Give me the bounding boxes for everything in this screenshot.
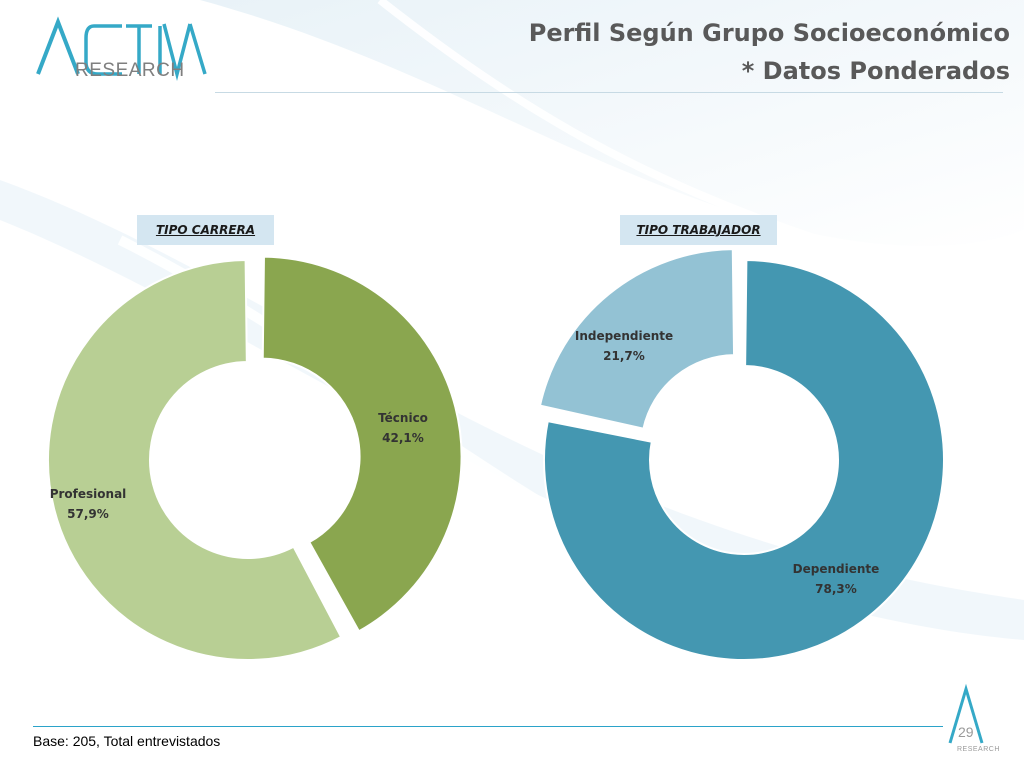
mini-logo-word: RESEARCH xyxy=(957,746,1000,753)
chart-title-tipo-trabajador: TIPO TRABAJADOR xyxy=(620,215,777,245)
slice-value-dependiente: 78,3% xyxy=(815,582,857,596)
slice-profesional xyxy=(47,259,343,661)
title-line-2: * Datos Ponderados xyxy=(741,57,1010,85)
activa-logo xyxy=(36,16,207,81)
mini-logo-icon xyxy=(948,683,984,744)
page-title: Perfil Según Grupo Socioeconómico * Dato… xyxy=(490,14,1010,90)
title-line-1: Perfil Según Grupo Socioeconómico xyxy=(528,19,1010,47)
footer-divider xyxy=(33,726,943,727)
title-divider xyxy=(215,92,1003,93)
slice-dependiente xyxy=(543,259,945,661)
slice-label-independiente: Independiente xyxy=(575,329,673,343)
slice-value-tecnico: 42,1% xyxy=(382,431,424,445)
donut-chart-tipo-carrera: Técnico 42,1% Profesional 57,9% xyxy=(47,255,463,661)
slice-value-independiente: 21,7% xyxy=(603,349,645,363)
slice-label-profesional: Profesional xyxy=(50,487,127,501)
base-note: Base: 205, Total entrevistados xyxy=(33,733,221,749)
donut-chart-tipo-trabajador: Dependiente 78,3% Independiente 21,7% xyxy=(538,250,945,661)
slice-independiente xyxy=(538,250,736,430)
chart-title-tipo-carrera: TIPO CARRERA xyxy=(137,215,274,245)
slice-label-dependiente: Dependiente xyxy=(793,562,880,576)
slice-label-tecnico: Técnico xyxy=(378,411,428,425)
slice-value-profesional: 57,9% xyxy=(67,507,109,521)
slice-tecnico xyxy=(261,255,463,633)
page-number: 29 xyxy=(958,724,974,740)
logo-research-word: RESEARCH xyxy=(75,60,185,81)
